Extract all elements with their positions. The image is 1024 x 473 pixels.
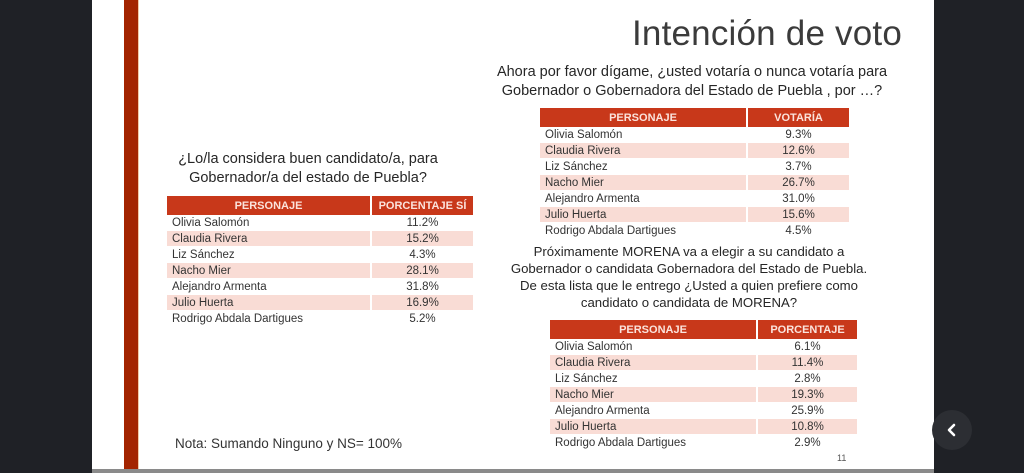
table-row: Nacho Mier 19.3% <box>550 387 857 403</box>
table-row: Alejandro Armenta 31.8% <box>167 279 473 295</box>
table-row: Liz Sánchez 2.8% <box>550 371 857 387</box>
footnote: Nota: Sumando Ninguno y NS= 100% <box>175 436 403 451</box>
table-row: Julio Huerta 16.9% <box>167 295 473 311</box>
table-row: Claudia Rivera 12.6% <box>540 143 849 159</box>
table-row: Alejandro Armenta 31.0% <box>540 191 849 207</box>
table-header: PERSONAJE PORCENTAJE <box>550 320 857 339</box>
table-row: Julio Huerta 10.8% <box>550 419 857 435</box>
presentation-slide: Intención de voto Ahora por favor dígame… <box>92 0 934 469</box>
table-row: Olivia Salomón 11.2% <box>167 215 473 231</box>
table-row: Julio Huerta 15.6% <box>540 207 849 223</box>
chevron-left-icon <box>947 423 956 437</box>
table-row: Claudia Rivera 11.4% <box>550 355 857 371</box>
table-row: Rodrigo Abdala Dartigues 5.2% <box>167 311 473 327</box>
morena-question: Próximamente MORENA va a elegir a su can… <box>510 244 868 310</box>
vote-table: PERSONAJE VOTARÍA Olivia Salomón 9.3% Cla… <box>540 108 849 239</box>
slide-accent-bar <box>124 0 139 469</box>
good-candidate-table: PERSONAJE PORCENTAJE SÍ Olivia Salomón 11… <box>167 196 473 327</box>
table-row: Rodrigo Abdala Dartigues 2.9% <box>550 435 857 451</box>
table-row: Olivia Salomón 6.1% <box>550 339 857 355</box>
table-row: Nacho Mier 28.1% <box>167 263 473 279</box>
table-row: Liz Sánchez 4.3% <box>167 247 473 263</box>
vote-question: Ahora por favor dígame, ¿usted votaría o… <box>496 64 888 99</box>
slide-title: Intención de voto <box>632 14 902 53</box>
slide-bottom-border <box>92 469 934 473</box>
page-number: 11 <box>837 453 847 463</box>
table-header: PERSONAJE VOTARÍA <box>540 108 849 127</box>
table-row: Nacho Mier 26.7% <box>540 175 849 191</box>
table-row: Alejandro Armenta 25.9% <box>550 403 857 419</box>
previous-button[interactable] <box>932 410 972 450</box>
morena-table: PERSONAJE PORCENTAJE Olivia Salomón 6.1% … <box>550 320 857 451</box>
table-row: Olivia Salomón 9.3% <box>540 127 849 143</box>
table-row: Claudia Rivera 15.2% <box>167 231 473 247</box>
table-header: PERSONAJE PORCENTAJE SÍ <box>167 196 473 215</box>
good-candidate-question: ¿Lo/la considera buen candidato/a, para … <box>178 151 438 186</box>
table-row: Rodrigo Abdala Dartigues 4.5% <box>540 223 849 239</box>
table-row: Liz Sánchez 3.7% <box>540 159 849 175</box>
